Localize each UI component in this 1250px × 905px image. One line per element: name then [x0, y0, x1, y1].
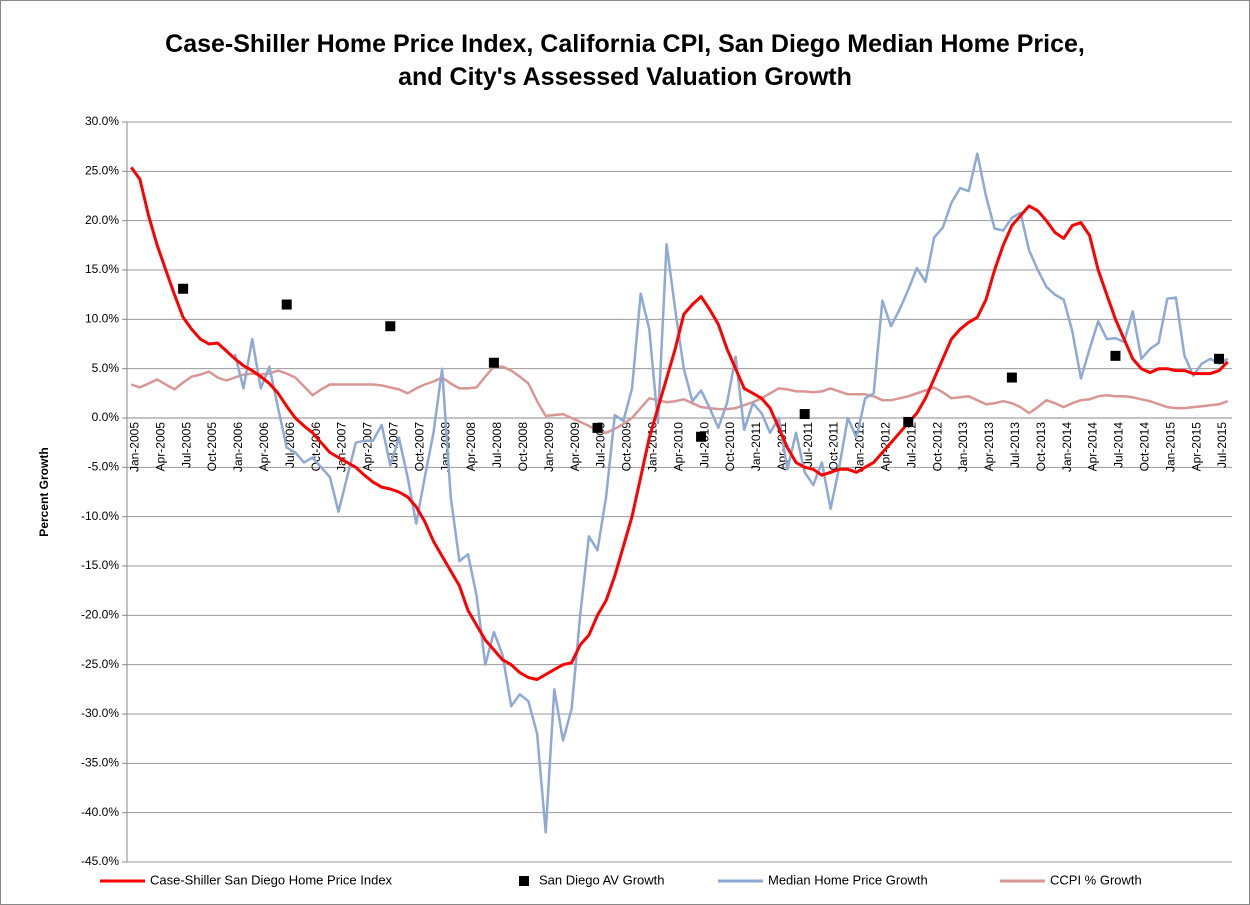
series-line: [130, 365, 1229, 435]
x-tick-label: Apr-2008: [464, 422, 478, 472]
x-tick-label: Jan-2015: [1163, 422, 1177, 472]
data-point: [281, 299, 292, 310]
data-point: [799, 409, 810, 420]
x-tick-label: Apr-2007: [361, 422, 375, 472]
data-point: [1006, 372, 1017, 383]
x-tick-label: Jan-2005: [127, 422, 141, 472]
x-tick-label: Apr-2009: [568, 422, 582, 472]
legend-label: CCPI % Growth: [1050, 872, 1142, 887]
x-tick-label: Jul-2006: [283, 422, 297, 468]
series-line: [130, 166, 1229, 681]
x-tick-label: Oct-2005: [205, 422, 219, 472]
y-tick-label: 0.0%: [92, 410, 120, 424]
x-tick-label: Jan-2006: [231, 422, 245, 472]
data-point: [178, 283, 189, 294]
x-tick-label: Jan-2013: [956, 422, 970, 472]
y-tick-label: 25.0%: [85, 164, 119, 178]
y-tick-label: 5.0%: [92, 361, 120, 375]
data-point: [385, 321, 396, 332]
y-tick-label: -40.0%: [81, 805, 119, 819]
x-tick-label: Oct-2008: [516, 422, 530, 472]
legend-label: Case-Shiller San Diego Home Price Index: [150, 872, 393, 887]
x-tick-label: Oct-2013: [1034, 422, 1048, 472]
x-tick-label: Apr-2006: [257, 422, 271, 472]
x-tick-label: Jul-2014: [1112, 422, 1126, 468]
x-tick-label: Apr-2014: [1086, 422, 1100, 472]
y-tick-label: 20.0%: [85, 213, 119, 227]
x-tick-label: Apr-2015: [1189, 422, 1203, 472]
x-tick-label: Apr-2013: [982, 422, 996, 472]
y-tick-label: -5.0%: [88, 460, 120, 474]
x-tick-label: Jul-2005: [179, 422, 193, 468]
x-tick-label: Jul-2013: [1008, 422, 1022, 468]
y-tick-label: -45.0%: [81, 854, 119, 868]
y-axis-label: Percent Growth: [37, 447, 51, 536]
x-tick-label: Jul-2008: [490, 422, 504, 468]
legend-label: Median Home Price Growth: [768, 872, 928, 887]
y-tick-label: -10.0%: [81, 509, 119, 523]
y-tick-label: -25.0%: [81, 657, 119, 671]
data-point: [1214, 353, 1225, 364]
data-point: [1110, 350, 1121, 361]
data-point: [488, 357, 499, 368]
y-tick-label: 10.0%: [85, 312, 119, 326]
y-tick-label: 30.0%: [85, 114, 119, 128]
x-tick-label: Oct-2007: [412, 422, 426, 472]
x-tick-label: Jul-2012: [904, 422, 918, 468]
x-tick-label: Jan-2007: [335, 422, 349, 472]
legend-label: San Diego AV Growth: [539, 872, 665, 887]
y-tick-label: -35.0%: [81, 756, 119, 770]
x-tick-label: Jul-2015: [1215, 422, 1229, 468]
legend-marker: [519, 876, 529, 886]
x-tick-label: Jan-2014: [1060, 422, 1074, 472]
y-tick-label: -15.0%: [81, 558, 119, 572]
x-tick-label: Oct-2012: [930, 422, 944, 472]
x-tick-label: Jan-2012: [853, 422, 867, 472]
x-tick-label: Oct-2011: [827, 422, 841, 471]
x-tick-label: Oct-2006: [309, 422, 323, 472]
y-tick-label: 15.0%: [85, 262, 119, 276]
x-tick-label: Oct-2009: [620, 422, 634, 472]
x-tick-label: Jan-2011: [749, 422, 763, 471]
x-tick-label: Oct-2014: [1138, 422, 1152, 472]
series-line: [233, 152, 1229, 834]
data-point: [903, 416, 914, 427]
x-tick-label: Jul-2007: [386, 422, 400, 468]
x-tick-label: Oct-2010: [723, 422, 737, 472]
x-tick-label: Apr-2012: [879, 422, 893, 472]
y-tick-label: -20.0%: [81, 608, 119, 622]
chart-title: Case-Shiller Home Price Index, Californi…: [165, 30, 1085, 91]
data-point: [592, 422, 603, 433]
data-point: [696, 431, 707, 442]
x-tick-label: Jul-2011: [801, 422, 815, 467]
x-tick-label: Jan-2009: [542, 422, 556, 472]
y-tick-label: -30.0%: [81, 706, 119, 720]
x-tick-label: Jul-2010: [697, 422, 711, 468]
x-tick-label: Apr-2010: [671, 422, 685, 472]
x-tick-label: Apr-2005: [153, 422, 167, 472]
